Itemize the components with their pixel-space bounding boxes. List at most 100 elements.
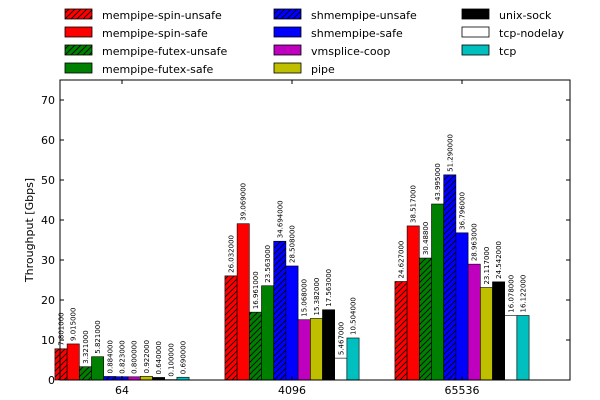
bar-value-label: 26.032000 [228,235,236,273]
bar-value-label: 5.821000 [94,320,102,353]
y-axis-label: Throughput [Gbps] [23,178,36,283]
bar [431,203,444,381]
bar [443,174,457,381]
legend-swatch [64,8,93,20]
bar [406,225,420,381]
bar [309,318,323,381]
y-tick-label: 30 [41,254,55,267]
bar-value-label: 24.542000 [495,241,503,279]
bar [467,263,481,381]
bar-value-label: 23.563000 [264,245,272,283]
legend-label: mempipe-spin-unsafe [102,9,222,22]
bar [236,223,250,381]
legend-swatch [461,26,490,38]
y-tick-label: 10 [41,334,55,347]
bar-value-label: 36.796000 [459,192,467,230]
bar-value-label: 15.382000 [313,278,321,316]
bar [224,275,238,381]
legend: mempipe-spin-unsafe mempipe-spin-safe memp… [64,8,565,76]
bar-value-label: 16.122000 [520,275,528,313]
legend-swatch [64,44,93,56]
y-tick-label: 50 [41,174,55,187]
x-axis: 64 4096 65536 [115,80,480,397]
x-tick-label: 64 [115,384,129,397]
y-tick-label: 40 [41,214,55,227]
x-tick-label: 65536 [445,384,480,397]
bar [418,257,432,381]
legend-swatch [273,8,302,20]
bar-value-label: 51.290000 [446,134,454,172]
bar [285,265,299,381]
legend-swatch [273,62,302,74]
bar [334,357,348,381]
bar [516,315,530,381]
legend-label: vmsplice-coop [311,45,390,58]
y-tick-label: 0 [48,374,55,387]
bar-value-label: 0.690000 [180,341,188,374]
legend-label: mempipe-futex-safe [102,63,214,76]
bar-value-label: 17.563000 [325,269,333,307]
legend-label: mempipe-futex-unsafe [102,45,227,58]
bar [273,240,287,381]
bar-value-label: 3.321000 [82,330,90,363]
bar-value-label: 10.504000 [350,297,358,335]
y-tick-label: 60 [41,134,55,147]
legend-label: pipe [311,63,335,76]
bar-value-label: 38.517000 [410,185,418,223]
bar-value-labels: 7.801000 9.015000 3.321000 5.821000 0.884000… [58,134,528,377]
bar-value-label: 43.995000 [434,163,442,201]
bar [54,348,68,381]
bar [394,281,408,381]
bar [504,315,518,381]
bar-value-label: 5.467000 [337,322,345,355]
bar [346,337,360,381]
bar-value-label: 28.963000 [471,223,479,261]
plot-frame [59,79,571,381]
legend-swatch [64,62,93,74]
bar-value-label: 23.117000 [483,247,491,285]
bar-value-label: 39.069000 [240,183,248,221]
bar-value-label: 0.640000 [155,341,163,374]
bar [492,281,505,381]
legend-swatch [461,8,490,20]
bar-value-label: 28.508000 [289,225,297,263]
bar-value-label: 34.694000 [276,200,284,238]
legend-label: shmempipe-safe [311,27,403,40]
legend-label: mempipe-spin-safe [102,27,208,40]
bar [66,343,80,381]
bar [140,376,153,381]
bar [249,311,262,381]
bar-value-label: 24.627000 [398,241,406,279]
bar-value-label: 30.48800 [422,222,430,255]
legend-swatch [461,44,490,56]
bar [322,309,335,381]
y-tick-label: 20 [41,294,55,307]
bar-value-label: 7.801000 [58,312,66,345]
legend-label: tcp-nodelay [499,27,565,40]
legend-label: tcp [499,45,516,58]
bar [455,232,469,381]
bar-value-label: 9.015000 [70,308,78,341]
bar [261,285,274,381]
bar-value-label: 0.100000 [167,343,175,376]
legend-label: unix-sock [499,9,552,22]
bar-value-label: 16.961000 [252,271,260,309]
y-axis: 0 10 20 30 40 50 60 70 [41,94,570,387]
bar-value-label: 16.078000 [507,275,515,313]
y-tick-label: 70 [41,94,55,107]
bar-value-label: 0.823000 [119,340,127,373]
legend-swatch [273,44,302,56]
bar-value-label: 0.922000 [143,340,151,373]
bar [79,366,92,381]
bar-value-label: 0.800000 [131,340,139,373]
legend-swatch [64,26,93,38]
bar [91,356,104,381]
bar [479,287,493,381]
bar-value-label: 0.884000 [106,340,114,373]
bar [297,319,311,381]
x-tick-label: 4096 [278,384,306,397]
bar [103,376,117,381]
legend-label: shmempipe-unsafe [311,9,417,22]
legend-swatch [273,26,302,38]
